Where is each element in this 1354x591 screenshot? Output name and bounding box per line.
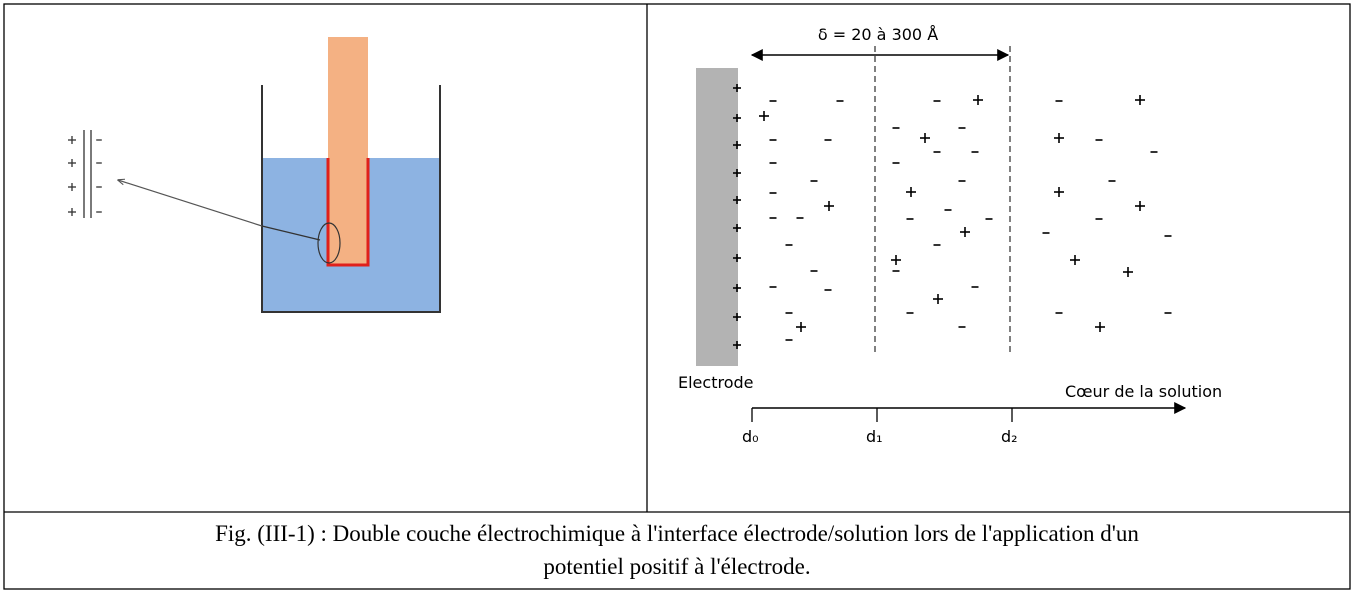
beaker [118,37,441,313]
electrode-label: Electrode [678,373,753,392]
caption-line: Fig. (III-1) : Double couche électrochim… [215,521,1139,546]
capacitor-symbol [68,130,102,218]
charges [733,84,1172,349]
distance-label: d₂ [1001,427,1018,446]
table-frame [3,3,1351,590]
electrode-block [696,68,738,366]
axis-ticks [751,408,1013,422]
bulk-label: Cœur de la solution [1065,382,1222,401]
thickness-label: δ = 20 à 300 Å [818,25,938,44]
distance-label: d₁ [866,427,883,446]
caption-line: potentiel positif à l'électrode. [543,554,810,579]
distance-label: d₀ [742,427,759,446]
